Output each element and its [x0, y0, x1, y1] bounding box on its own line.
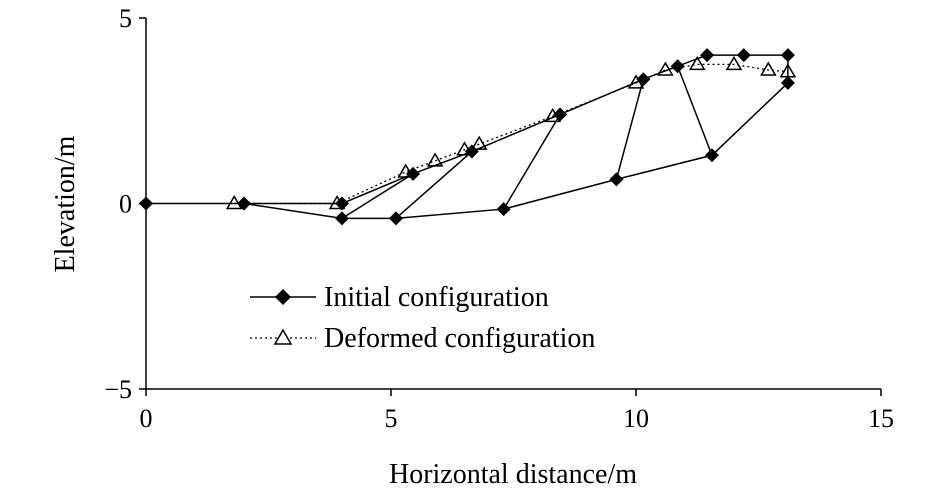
series-line: [234, 63, 788, 205]
legend: Initial configuration Deformed configura…: [250, 282, 595, 354]
data-point: [139, 196, 153, 211]
legend-item-deformed: Deformed configuration: [250, 323, 595, 354]
data-point: [335, 211, 349, 226]
x-axis-title: Horizontal distance/m: [389, 459, 637, 490]
legend-item-initial: Initial configuration: [250, 282, 549, 313]
data-point: [388, 211, 403, 226]
data-point: [704, 148, 719, 163]
y-tick-label: −5: [104, 375, 132, 404]
y-tick-label: 5: [119, 4, 132, 33]
data-point: [657, 61, 674, 76]
legend-label-deformed: Deformed configuration: [324, 323, 595, 354]
data-point: [544, 107, 562, 123]
data-point: [553, 107, 568, 122]
data-point: [225, 195, 243, 210]
series-line: [676, 65, 713, 156]
series-deformed: [225, 55, 797, 210]
x-tick-label: 0: [140, 404, 153, 433]
data-point: [736, 48, 751, 63]
x-tick-label: 10: [623, 404, 649, 433]
legend-marker-diamond: [275, 289, 291, 305]
data-point: [496, 202, 511, 217]
data-point: [670, 59, 685, 74]
data-point: [780, 75, 795, 90]
x-tick-label: 15: [868, 404, 894, 433]
data-point: [779, 63, 797, 78]
series-line: [503, 114, 561, 210]
series-line: [395, 150, 473, 219]
data-point: [627, 74, 645, 89]
series-layer: [139, 48, 797, 226]
data-point: [470, 135, 488, 150]
data-point: [688, 55, 706, 71]
x-ticks: 0 5 10 15: [140, 389, 894, 433]
data-point: [328, 195, 346, 210]
x-tick-label: 5: [385, 404, 398, 433]
series-line: [615, 79, 645, 180]
y-axis-title: Elevation/m: [50, 135, 81, 272]
data-point: [759, 61, 777, 76]
data-point: [426, 152, 444, 167]
data-point: [397, 163, 415, 178]
y-tick-label: 0: [119, 190, 132, 219]
data-point: [780, 48, 795, 63]
data-point: [609, 172, 624, 187]
legend-label-initial: Initial configuration: [324, 282, 549, 313]
data-point: [725, 55, 743, 71]
legend-marker-triangle: [273, 328, 293, 345]
data-point: [456, 141, 473, 156]
data-point: [700, 48, 715, 63]
